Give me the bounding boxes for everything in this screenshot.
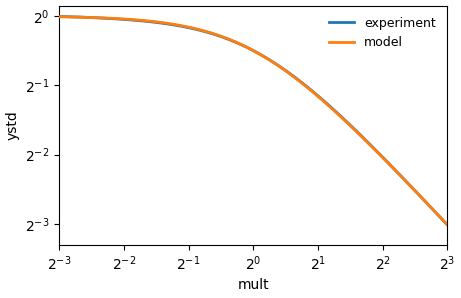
experiment [285,70,291,74]
Legend: experiment, model: experiment, model [324,12,441,54]
experiment [232,40,237,44]
Line: experiment: experiment [59,16,447,225]
model [156,20,162,24]
model [349,125,354,129]
experiment [316,94,321,98]
experiment [57,15,62,18]
model [316,95,321,99]
experiment [156,21,162,24]
model [285,71,291,74]
model [444,223,450,226]
model [125,18,131,21]
experiment [125,18,131,21]
model [57,15,62,18]
experiment [349,125,354,128]
experiment [444,223,450,226]
Line: model: model [59,17,447,225]
Y-axis label: ystd: ystd [6,110,19,140]
X-axis label: mult: mult [237,278,269,292]
model [232,40,237,44]
